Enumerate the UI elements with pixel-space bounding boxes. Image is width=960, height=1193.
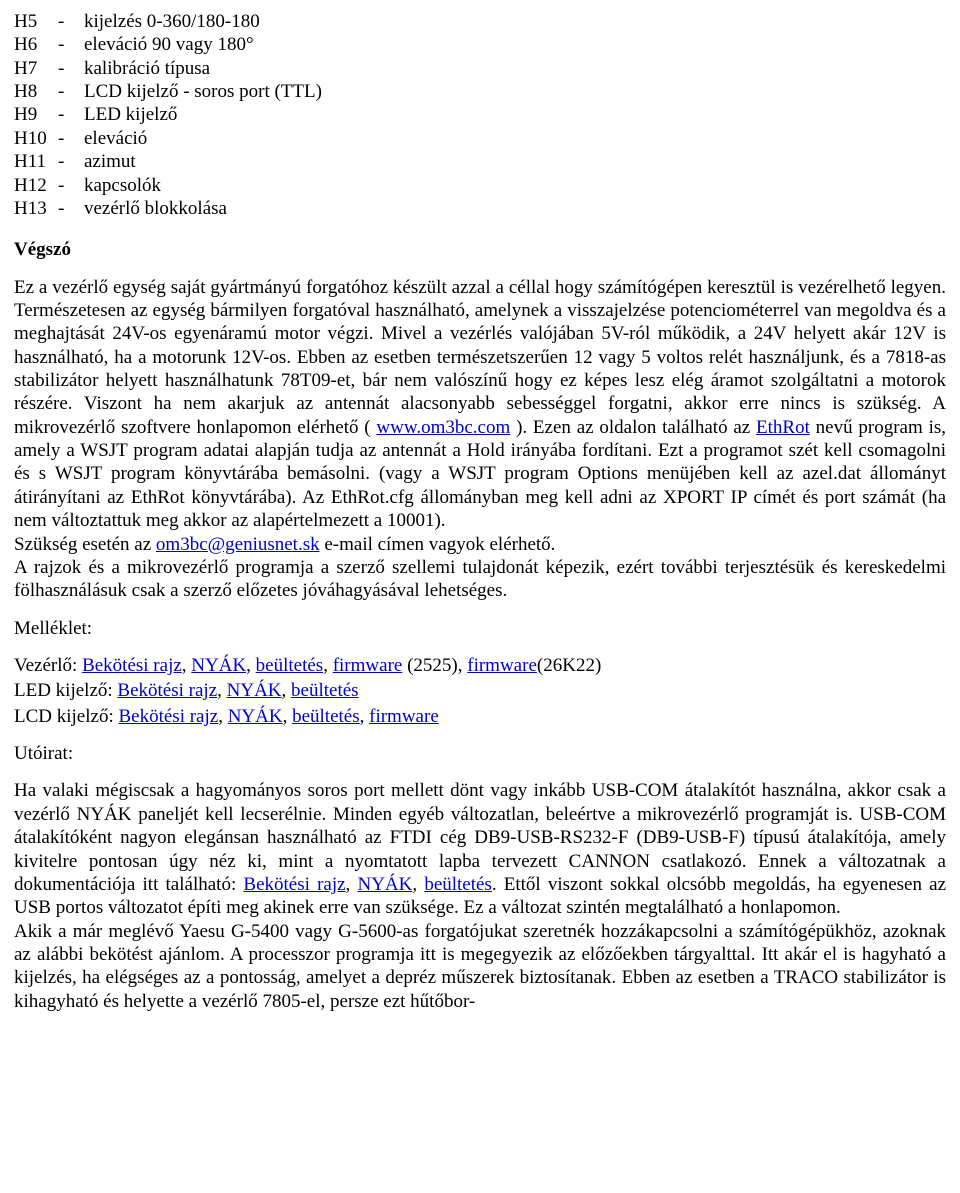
label-melleklet: Melléklet:	[14, 617, 946, 640]
link-nyak[interactable]: NYÁK	[357, 874, 412, 895]
list-text: eleváció 90 vagy 180°	[84, 33, 254, 56]
text: LCD kijelző:	[14, 706, 118, 727]
paragraph-main: Ez a vezérlő egység saját gyártmányú for…	[14, 276, 946, 603]
list-item: H8-LCD kijelző - soros port (TTL)	[14, 80, 946, 103]
sep: ,	[323, 655, 333, 676]
sep: ,	[282, 680, 292, 701]
link-beultetes[interactable]: beültetés	[291, 680, 359, 701]
list-sep: -	[58, 197, 84, 220]
list-item: H7-kalibráció típusa	[14, 57, 946, 80]
link-firmware[interactable]: firmware	[369, 706, 439, 727]
list-item: H10-eleváció	[14, 127, 946, 150]
text: (26K22)	[537, 655, 601, 676]
sep: ,	[412, 874, 424, 895]
sep: ,	[283, 706, 293, 727]
link-nyak[interactable]: NYÁK	[228, 706, 283, 727]
sep: ,	[182, 655, 192, 676]
attach-line-vezerlo: Vezérlő: Bekötési rajz, NYÁK, beültetés,…	[14, 654, 946, 677]
list-item: H13-vezérlő blokkolása	[14, 197, 946, 220]
list-sep: -	[58, 150, 84, 173]
list-key: H13	[14, 197, 58, 220]
list-key: H5	[14, 10, 58, 33]
text: (2525),	[402, 655, 467, 676]
list-text: vezérlő blokkolása	[84, 197, 227, 220]
link-ethrot[interactable]: EthRot	[756, 417, 810, 438]
list-sep: -	[58, 33, 84, 56]
sep: ,	[217, 680, 227, 701]
paragraph-postscript: Ha valaki mégiscsak a hagyományos soros …	[14, 779, 946, 1013]
heading-vegszo: Végszó	[14, 238, 946, 261]
sep: ,	[360, 706, 370, 727]
list-text: LCD kijelző - soros port (TTL)	[84, 80, 322, 103]
list-sep: -	[58, 10, 84, 33]
list-key: H7	[14, 57, 58, 80]
list-key: H12	[14, 174, 58, 197]
list-text: eleváció	[84, 127, 147, 150]
list-text: azimut	[84, 150, 136, 173]
parameter-list: H5-kijelzés 0-360/180-180 H6-eleváció 90…	[14, 10, 946, 220]
list-text: LED kijelző	[84, 103, 177, 126]
text: A rajzok és a mikrovezérlő programja a s…	[14, 557, 946, 601]
link-email[interactable]: om3bc@geniusnet.sk	[156, 534, 320, 555]
link-nyak[interactable]: NYÁK	[191, 655, 246, 676]
list-item: H6-eleváció 90 vagy 180°	[14, 33, 946, 56]
text: Akik a már meglévő Yaesu G-5400 vagy G-5…	[14, 921, 946, 1012]
link-bekotesi-rajz[interactable]: Bekötési rajz	[243, 874, 345, 895]
list-key: H9	[14, 103, 58, 126]
list-sep: -	[58, 80, 84, 103]
sep: ,	[218, 706, 228, 727]
text: ). Ezen az oldalon található az	[510, 417, 756, 438]
link-firmware-26k22[interactable]: firmware	[467, 655, 537, 676]
list-key: H6	[14, 33, 58, 56]
sep: ,	[246, 655, 256, 676]
list-text: kalibráció típusa	[84, 57, 210, 80]
list-text: kijelzés 0-360/180-180	[84, 10, 260, 33]
list-item: H11-azimut	[14, 150, 946, 173]
list-key: H10	[14, 127, 58, 150]
list-key: H11	[14, 150, 58, 173]
text: Szükség esetén az	[14, 534, 156, 555]
list-item: H9-LED kijelző	[14, 103, 946, 126]
list-sep: -	[58, 127, 84, 150]
link-om3bc[interactable]: www.om3bc.com	[376, 417, 510, 438]
link-firmware-2525[interactable]: firmware	[333, 655, 403, 676]
list-sep: -	[58, 174, 84, 197]
link-bekotesi-rajz[interactable]: Bekötési rajz	[117, 680, 217, 701]
link-bekotesi-rajz[interactable]: Bekötési rajz	[82, 655, 182, 676]
link-beultetes[interactable]: beültetés	[256, 655, 324, 676]
list-item: H12-kapcsolók	[14, 174, 946, 197]
list-sep: -	[58, 103, 84, 126]
text: Vezérlő:	[14, 655, 82, 676]
attach-line-led: LED kijelző: Bekötési rajz, NYÁK, beülte…	[14, 679, 946, 702]
attach-line-lcd: LCD kijelző: Bekötési rajz, NYÁK, beülte…	[14, 705, 946, 728]
sep: ,	[346, 874, 358, 895]
attachments-block: Vezérlő: Bekötési rajz, NYÁK, beültetés,…	[14, 654, 946, 728]
link-beultetes[interactable]: beültetés	[424, 874, 492, 895]
text: e-mail címen vagyok elérhető.	[320, 534, 556, 555]
link-nyak[interactable]: NYÁK	[227, 680, 282, 701]
text: LED kijelző:	[14, 680, 117, 701]
link-bekotesi-rajz[interactable]: Bekötési rajz	[118, 706, 218, 727]
list-item: H5-kijelzés 0-360/180-180	[14, 10, 946, 33]
label-utoirat: Utóirat:	[14, 742, 946, 765]
list-text: kapcsolók	[84, 174, 161, 197]
text: Ez a vezérlő egység saját gyártmányú for…	[14, 277, 946, 438]
list-sep: -	[58, 57, 84, 80]
list-key: H8	[14, 80, 58, 103]
link-beultetes[interactable]: beültetés	[292, 706, 360, 727]
